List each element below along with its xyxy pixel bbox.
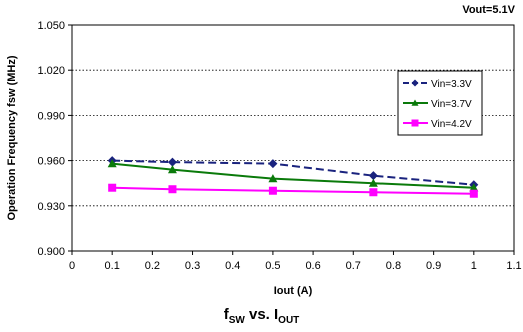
caption-subscript: SW [228, 315, 245, 326]
data-point [167, 165, 177, 174]
y-axis-title: Operation Frequency fsw (MHz) [6, 55, 18, 220]
plot-area [71, 24, 515, 252]
caption-subscript: OUT [278, 315, 300, 326]
x-tick-label: 0.1 [105, 260, 120, 272]
x-axis-title: Iout (A) [274, 285, 313, 297]
x-tick-label: 1 [471, 260, 477, 272]
data-point [368, 178, 378, 187]
caption-text: vs. I [244, 306, 279, 323]
legend-label: Vin=3.7V [431, 99, 472, 110]
data-point [107, 159, 117, 168]
x-tick-label: 0 [69, 260, 75, 272]
vout-annotation: Vout=5.1V [462, 4, 515, 16]
x-tick-label: 0.8 [386, 260, 401, 272]
y-tick-label: 1.050 [37, 20, 65, 32]
data-point [167, 157, 177, 167]
y-tick-label: 1.020 [37, 65, 65, 77]
x-tick-label: 1.1 [506, 260, 521, 272]
y-tick-label: 0.960 [37, 156, 65, 168]
x-tick-label: 0.5 [265, 260, 280, 272]
x-tick-label: 0.9 [426, 260, 441, 272]
caption-text: f [223, 306, 229, 323]
data-point [369, 188, 378, 197]
y-tick-label: 0.930 [37, 201, 65, 213]
data-point [268, 186, 277, 195]
x-tick-label: 0.6 [305, 260, 320, 272]
y-tick-label: 0.900 [37, 246, 65, 258]
y-tick-label: 0.990 [37, 110, 65, 122]
x-tick-label: 0.7 [346, 260, 361, 272]
data-point [168, 185, 177, 194]
data-point [268, 174, 278, 183]
data-point [411, 119, 419, 127]
x-tick-label: 0.3 [185, 260, 200, 272]
data-point [469, 183, 479, 192]
data-point [411, 99, 419, 106]
data-point [368, 171, 378, 181]
data-point [411, 79, 419, 87]
x-tick-label: 0.2 [145, 260, 160, 272]
chart-caption: fSW vs. IOUT [0, 306, 523, 326]
data-point [469, 189, 478, 198]
data-point [108, 183, 117, 192]
data-point [268, 159, 278, 169]
legend-label: Vin=4.2V [431, 119, 472, 130]
x-tick-label: 0.4 [225, 260, 240, 272]
legend-label: Vin=3.3V [431, 79, 472, 90]
